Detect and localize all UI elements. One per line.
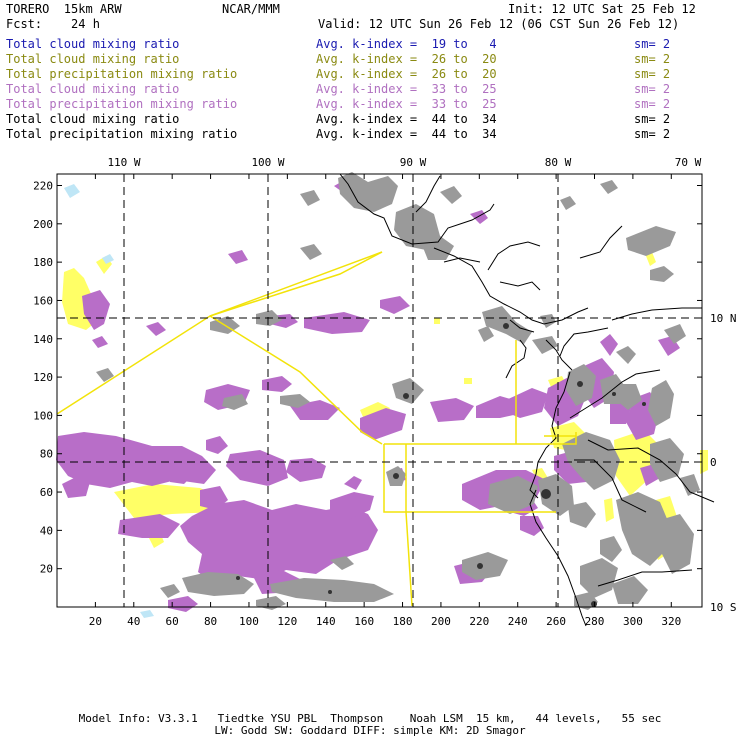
legend-smoothing: sm= 2 bbox=[634, 112, 671, 126]
x-tick-label: 240 bbox=[508, 615, 528, 628]
x-tick-label: 180 bbox=[393, 615, 413, 628]
x-tick-label: 260 bbox=[546, 615, 566, 628]
legend-smoothing: sm= 2 bbox=[634, 52, 671, 66]
x-tick-label: 120 bbox=[277, 615, 297, 628]
latitude-label: 0 bbox=[710, 456, 717, 469]
y-tick-label: 220 bbox=[33, 179, 53, 192]
longitude-label: 110 W bbox=[107, 156, 140, 169]
y-tick-label: 100 bbox=[33, 409, 53, 422]
latitude-label: 10 S bbox=[710, 601, 737, 614]
y-tick-label: 20 bbox=[40, 563, 53, 576]
longitude-label: 70 W bbox=[675, 156, 702, 169]
y-tick-label: 40 bbox=[40, 524, 53, 537]
legend-k-index: Avg. k-index = 33 to 25 bbox=[316, 82, 497, 96]
x-tick-label: 220 bbox=[469, 615, 489, 628]
longitude-label: 90 W bbox=[400, 156, 427, 169]
legend-smoothing: sm= 2 bbox=[634, 127, 671, 141]
legend-k-index: Avg. k-index = 44 to 34 bbox=[316, 112, 497, 126]
lat-lon-grid bbox=[57, 174, 702, 607]
legend-smoothing: sm= 2 bbox=[634, 97, 671, 111]
legend-smoothing: sm= 2 bbox=[634, 82, 671, 96]
y-tick-label: 120 bbox=[33, 371, 53, 384]
map-frame bbox=[56, 173, 703, 608]
longitude-label: 80 W bbox=[545, 156, 572, 169]
model-info-line1: Model Info: V3.3.1 Tiedtke YSU PBL Thomp… bbox=[78, 712, 662, 725]
model-info-line2: LW: Godd SW: Goddard DIFF: simple KM: 2D… bbox=[214, 724, 526, 737]
y-tick-label: 180 bbox=[33, 256, 53, 269]
x-tick-label: 280 bbox=[585, 615, 605, 628]
axes: 20 40 60 80 100 120 140 160 180 200 220 240 260 280 30… bbox=[33, 156, 736, 628]
y-tick-label: 60 bbox=[40, 486, 53, 499]
model-title: TORERO 15km ARW bbox=[6, 2, 122, 16]
domain-outlines bbox=[56, 251, 577, 607]
x-tick-label: 160 bbox=[354, 615, 374, 628]
x-tick-label: 60 bbox=[166, 615, 179, 628]
organization-label: NCAR/MMM bbox=[222, 2, 280, 16]
legend-series-name: Total cloud mixing ratio bbox=[6, 37, 180, 51]
x-tick-label: 100 bbox=[239, 615, 259, 628]
init-time: Init: 12 UTC Sat 25 Feb 12 bbox=[508, 2, 696, 16]
legend-k-index: Avg. k-index = 19 to 4 bbox=[316, 37, 497, 51]
legend-series-name: Total cloud mixing ratio bbox=[6, 52, 180, 66]
y-tick-label: 200 bbox=[33, 218, 53, 231]
legend-k-index: Avg. k-index = 44 to 34 bbox=[316, 127, 497, 141]
legend-k-index: Avg. k-index = 33 to 25 bbox=[316, 97, 497, 111]
y-tick-label: 160 bbox=[33, 294, 53, 307]
valid-time: Valid: 12 UTC Sun 26 Feb 12 (06 CST Sun … bbox=[318, 17, 680, 31]
legend-k-index: Avg. k-index = 26 to 20 bbox=[316, 67, 497, 81]
forecast-hour: Fcst: 24 h bbox=[6, 17, 100, 31]
legend-series-name: Total precipitation mixing ratio bbox=[6, 67, 238, 81]
legend-series-name: Total cloud mixing ratio bbox=[6, 112, 180, 126]
cloud-fields bbox=[56, 172, 708, 618]
x-tick-label: 40 bbox=[127, 615, 140, 628]
y-tick-label: 80 bbox=[40, 448, 53, 461]
legend-smoothing: sm= 2 bbox=[634, 37, 671, 51]
legend-series-name: Total cloud mixing ratio bbox=[6, 82, 180, 96]
longitude-label: 100 W bbox=[251, 156, 284, 169]
x-tick-label: 300 bbox=[623, 615, 643, 628]
latitude-label: 10 N bbox=[710, 312, 737, 325]
legend-series-name: Total precipitation mixing ratio bbox=[6, 127, 238, 141]
x-tick-label: 80 bbox=[204, 615, 217, 628]
y-tick-label: 140 bbox=[33, 333, 53, 346]
coastlines bbox=[339, 173, 715, 627]
x-tick-label: 140 bbox=[316, 615, 336, 628]
legend-smoothing: sm= 2 bbox=[634, 67, 671, 81]
x-tick-label: 20 bbox=[89, 615, 102, 628]
x-tick-label: 200 bbox=[431, 615, 451, 628]
legend-k-index: Avg. k-index = 26 to 20 bbox=[316, 52, 497, 66]
legend-series-name: Total precipitation mixing ratio bbox=[6, 97, 238, 111]
x-tick-label: 320 bbox=[661, 615, 681, 628]
